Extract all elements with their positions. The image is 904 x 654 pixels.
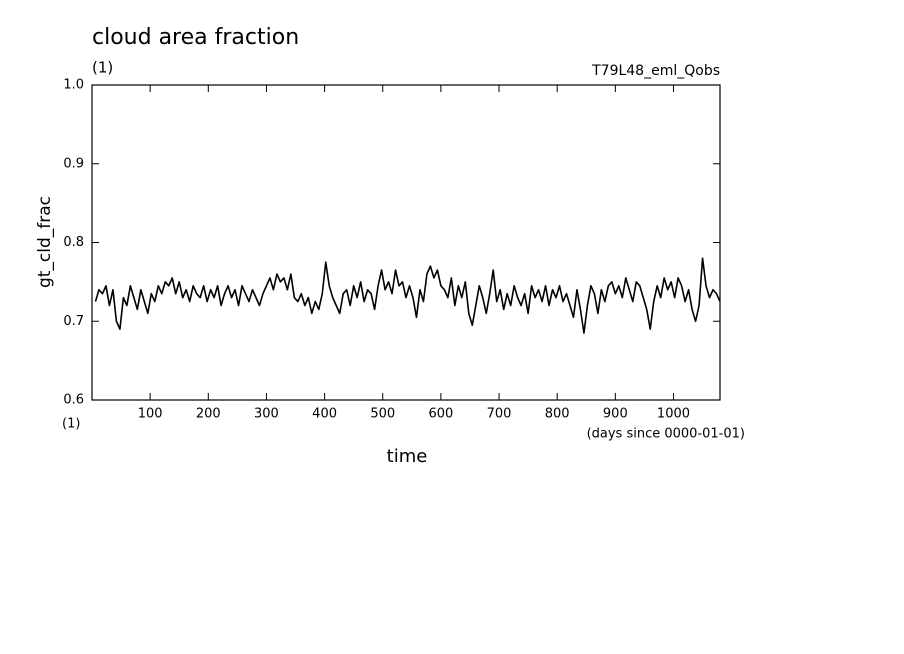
x-tick-label: 600 <box>428 407 453 422</box>
x-tick-label: 100 <box>138 407 163 422</box>
x-tick-label: 700 <box>487 407 512 422</box>
y-tick-label: 0.6 <box>63 393 84 408</box>
plot-frame <box>91 84 721 401</box>
x-tick-label: 300 <box>254 407 279 422</box>
y-axis-label: gt_cld_frac <box>35 196 55 288</box>
y-tick-label: 0.8 <box>63 235 84 250</box>
x-tick-label: 1000 <box>657 407 690 422</box>
x-tick-label: 800 <box>545 407 570 422</box>
x-tick-label: 900 <box>603 407 628 422</box>
x-tick-label: 500 <box>370 407 395 422</box>
y-tick-label: 0.9 <box>63 156 84 171</box>
x-units-note: (days since 0000-01-01) <box>587 427 745 442</box>
experiment-label: T79L48_eml_Qobs <box>591 63 720 79</box>
x-axis-label: time <box>387 446 428 467</box>
y-tick-label: 1.0 <box>63 78 84 93</box>
chart-title: cloud area fraction <box>92 25 299 50</box>
data-line <box>94 257 721 334</box>
y-unit: (1) <box>92 59 113 77</box>
x-tick-label: 200 <box>196 407 221 422</box>
x-tick-label: 400 <box>312 407 337 422</box>
x-unit: (1) <box>62 417 80 432</box>
y-tick-label: 0.7 <box>63 314 84 329</box>
